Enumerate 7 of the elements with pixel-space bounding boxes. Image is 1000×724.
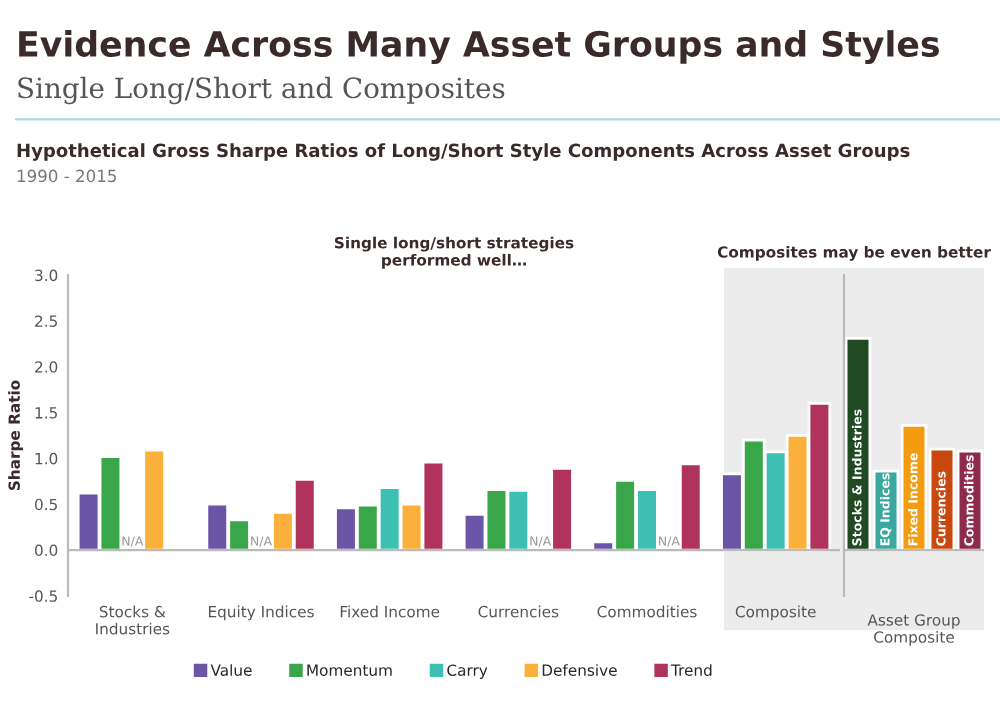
bar — [550, 467, 574, 552]
bar — [678, 462, 703, 552]
chart-title: Evidence Across Many Asset Groups and Styles — [19, 30, 939, 64]
text: 1990 - 2015 — [17, 169, 116, 183]
chart-subtitle: Single Long/Short and Composites — [18, 76, 505, 105]
bar — [142, 448, 166, 552]
text: Hypothetical Gross Sharpe Ratios of Long/Short Style Components Across Asset Groups — [17, 143, 910, 161]
